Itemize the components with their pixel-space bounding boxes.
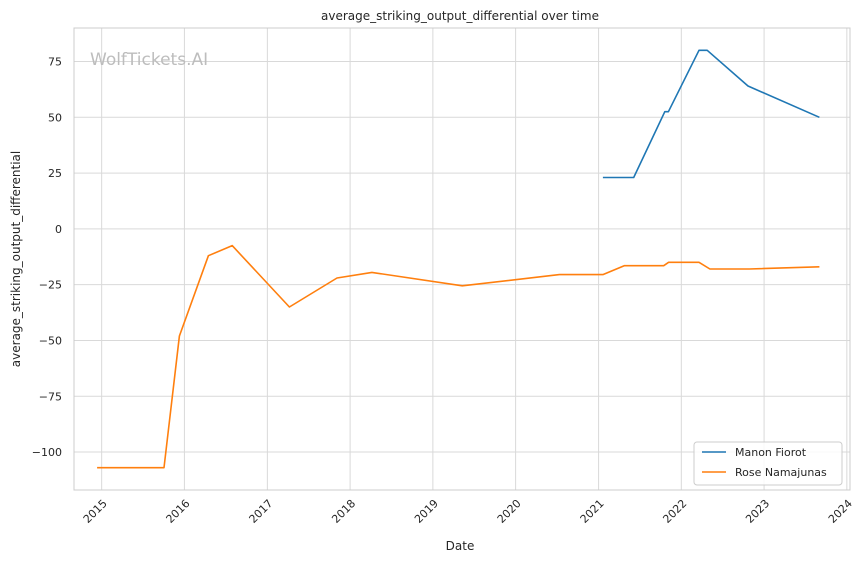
x-axis-ticks: 2015 2016 2017 2018 2019 2020 2021 2022 2023 2024 [81,497,855,526]
y-tick-label: −25 [39,279,62,292]
y-axis-ticks: 75 50 25 0 −25 −50 −75 −100 [32,55,62,459]
legend-box [693,441,843,486]
y-tick-label: −50 [39,334,62,347]
watermark-text: WolfTickets.AI [90,50,208,70]
series-layer [97,49,820,469]
plot-area [74,28,850,490]
plot-border [73,27,851,491]
legend-label-manon-fiorot: Manon Fiorot [735,446,807,459]
legend-label-rose-namajunas: Rose Namajunas [735,466,827,479]
chart-title: average_striking_output_differential ove… [321,9,599,23]
legend: Manon Fiorot Rose Namajunas [693,441,843,486]
series-line-manon-fiorot [602,49,820,179]
y-tick-label: 0 [55,223,62,236]
y-tick-label: −75 [39,390,62,403]
x-axis-title: Date [446,539,475,553]
y-tick-label: 25 [48,167,62,180]
series-line-rose-namajunas [97,244,820,469]
y-tick-label: −100 [32,446,62,459]
y-tick-label: 50 [48,111,62,124]
y-axis-title: average_striking_output_differential [9,151,23,367]
y-tick-label: 75 [48,55,62,68]
